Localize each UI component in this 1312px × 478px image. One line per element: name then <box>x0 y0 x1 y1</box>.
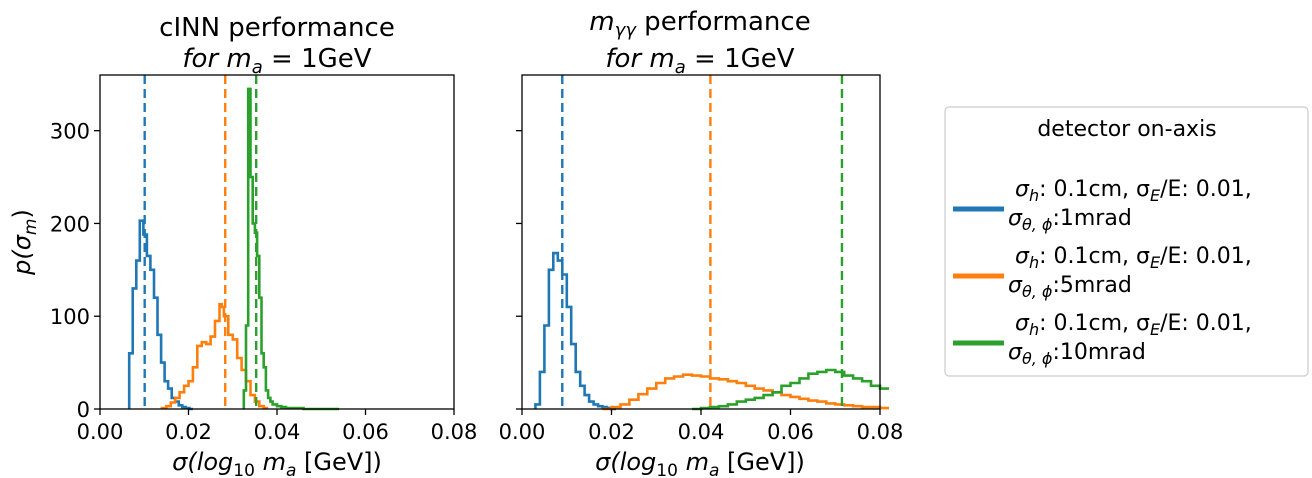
y-tick-label: 300 <box>50 120 90 144</box>
histogram-series-0 <box>534 251 616 411</box>
x-tick-label: 0.08 <box>857 420 904 444</box>
x-tick-label: 0.06 <box>342 420 389 444</box>
x-tick-label: 0.04 <box>678 420 725 444</box>
x-tick-label: 0.02 <box>588 420 635 444</box>
chart-title-line2: for ma = 1GeV <box>182 44 371 78</box>
x-axis-label: σ(log10 ma [GeV]) <box>172 448 382 478</box>
legend-entry-line1: σh: 0.1cm, σE/E: 0.01, <box>1015 311 1252 339</box>
x-tick-label: 0.02 <box>165 420 212 444</box>
histogram-series-2 <box>692 368 889 411</box>
histogram-series-1 <box>160 302 269 410</box>
y-axis-label: p(σm) <box>8 209 41 276</box>
chart-title-line2: for ma = 1GeV <box>605 44 794 78</box>
histogram-series-0 <box>127 219 193 411</box>
legend-entry-line2: σθ, ϕ:1mrad <box>1008 206 1132 234</box>
legend-frame <box>944 106 1309 377</box>
legend-entry-line1: σh: 0.1cm, σE/E: 0.01, <box>1015 244 1252 272</box>
legend-entry-line2: σθ, ϕ:10mrad <box>1008 340 1146 368</box>
x-tick-label: 0.00 <box>77 420 124 444</box>
legend-title: detector on-axis <box>1037 117 1216 142</box>
chart-panel-mgg: mγγ performance for ma = 1GeV σ(log10 ma… <box>499 7 904 478</box>
legend-entry-line2: σθ, ϕ:5mrad <box>1008 273 1132 301</box>
legend-entry-line1: σh: 0.1cm, σE/E: 0.01, <box>1015 177 1252 205</box>
y-tick-label: 200 <box>50 212 90 236</box>
x-axis-label: σ(log10 ma [GeV]) <box>595 448 805 478</box>
chart-title-line1: mγγ performance <box>589 7 810 41</box>
y-tick-label: 0 <box>77 398 90 422</box>
histogram-series-1 <box>602 373 889 411</box>
legend: detector on-axis σh: 0.1cm, σE/E: 0.01,σ… <box>944 106 1309 377</box>
plot-frame <box>99 74 455 410</box>
x-tick-label: 0.04 <box>254 420 301 444</box>
x-tick-label: 0.08 <box>431 420 478 444</box>
chart-title-line1: cINN performance <box>159 13 395 43</box>
x-tick-label: 0.06 <box>767 420 814 444</box>
y-tick-label: 100 <box>50 305 90 329</box>
x-tick-label: 0.00 <box>499 420 546 444</box>
histogram-series-2 <box>242 87 339 411</box>
chart-panel-cinn: cINN performance for ma = 1GeV σ(log10 m… <box>50 13 477 478</box>
